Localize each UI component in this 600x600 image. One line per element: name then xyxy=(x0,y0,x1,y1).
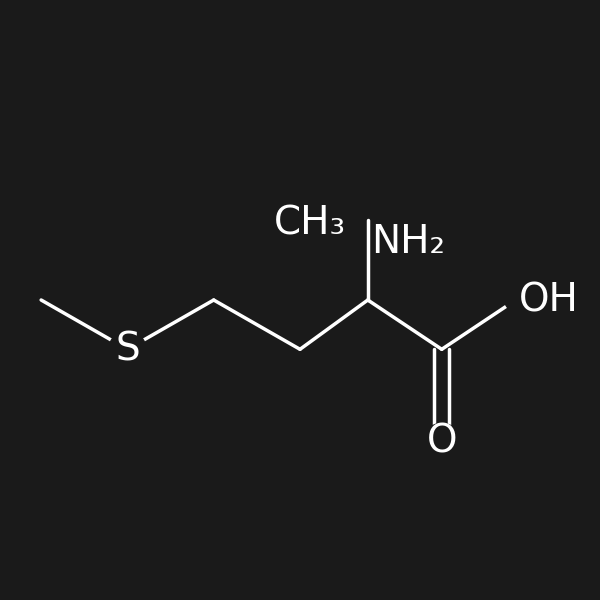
Text: O: O xyxy=(427,423,457,461)
Circle shape xyxy=(109,331,146,368)
Circle shape xyxy=(505,289,527,311)
Text: OH: OH xyxy=(519,281,578,319)
Text: S: S xyxy=(115,331,140,368)
Text: CH₃: CH₃ xyxy=(274,205,346,242)
Circle shape xyxy=(423,423,460,460)
Text: NH₂: NH₂ xyxy=(371,223,445,261)
